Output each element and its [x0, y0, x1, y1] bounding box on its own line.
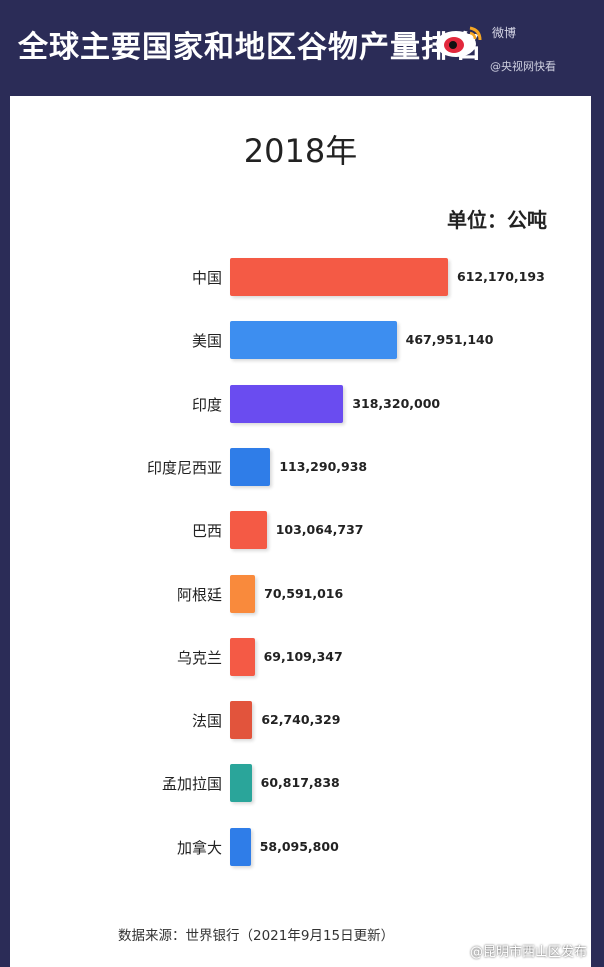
- bar: [230, 764, 252, 803]
- category-label: 加拿大: [176, 838, 222, 857]
- chart-card: 2018年 单位：公吨 中国 612,170,193 美国 467,951,140 印度…: [10, 96, 591, 967]
- weibo-eye-icon: [436, 26, 482, 57]
- category-label: 中国: [191, 269, 222, 287]
- data-source: 数据来源：世界银行（2021年9月15日更新）: [118, 928, 395, 944]
- value-label: 60,817,838: [260, 775, 340, 791]
- watermark-text: @昆明市西山区发布: [470, 945, 588, 960]
- value-label: 58,095,800: [259, 838, 339, 854]
- watermark: @昆明市西山区发布: [442, 936, 602, 962]
- value-label: 467,951,140: [405, 332, 494, 348]
- value-label: 318,320,000: [352, 395, 441, 411]
- weibo-icon: [445, 941, 466, 958]
- value-label: 103,064,737: [275, 522, 364, 538]
- bar: [230, 701, 253, 740]
- category-label: 孟加拉国: [161, 775, 222, 794]
- chart-title: 2018年: [243, 132, 358, 170]
- page-title: 全球主要国家和地区谷物产量排名: [18, 30, 483, 65]
- category-label: 印度: [191, 395, 222, 414]
- logo-subtitle: @央视网快看: [490, 60, 556, 73]
- bar-chart: 中国 612,170,193 美国 467,951,140 印度 318,320,000 印…: [10, 96, 591, 967]
- bar: [230, 321, 397, 360]
- bar: [230, 827, 251, 866]
- header: 全球主要国家和地区谷物产量排名 微博 @央视网快看: [0, 0, 604, 88]
- value-label: 70,591,016: [264, 585, 344, 601]
- category-label: 法国: [191, 712, 222, 731]
- value-label: 62,740,329: [261, 712, 341, 728]
- bar: [230, 384, 344, 423]
- weibo-logo: 微博 @央视网快看: [432, 22, 582, 73]
- category-label: 美国: [191, 332, 222, 351]
- bar: [230, 574, 256, 613]
- value-label: 612,170,193: [457, 269, 545, 284]
- bar: [230, 511, 267, 550]
- category-label: 印度尼西亚: [146, 458, 222, 477]
- category-label: 阿根廷: [176, 585, 222, 604]
- category-label: 巴西: [191, 522, 222, 541]
- unit-label: 单位：公吨: [447, 208, 547, 232]
- bar: [230, 637, 255, 676]
- value-label: 113,290,938: [279, 458, 368, 474]
- bar: [230, 258, 448, 296]
- value-label: 69,109,347: [263, 648, 343, 664]
- category-label: 乌克兰: [176, 648, 222, 667]
- bar: [230, 447, 271, 486]
- weibo-logo-text: 微博: [492, 26, 517, 40]
